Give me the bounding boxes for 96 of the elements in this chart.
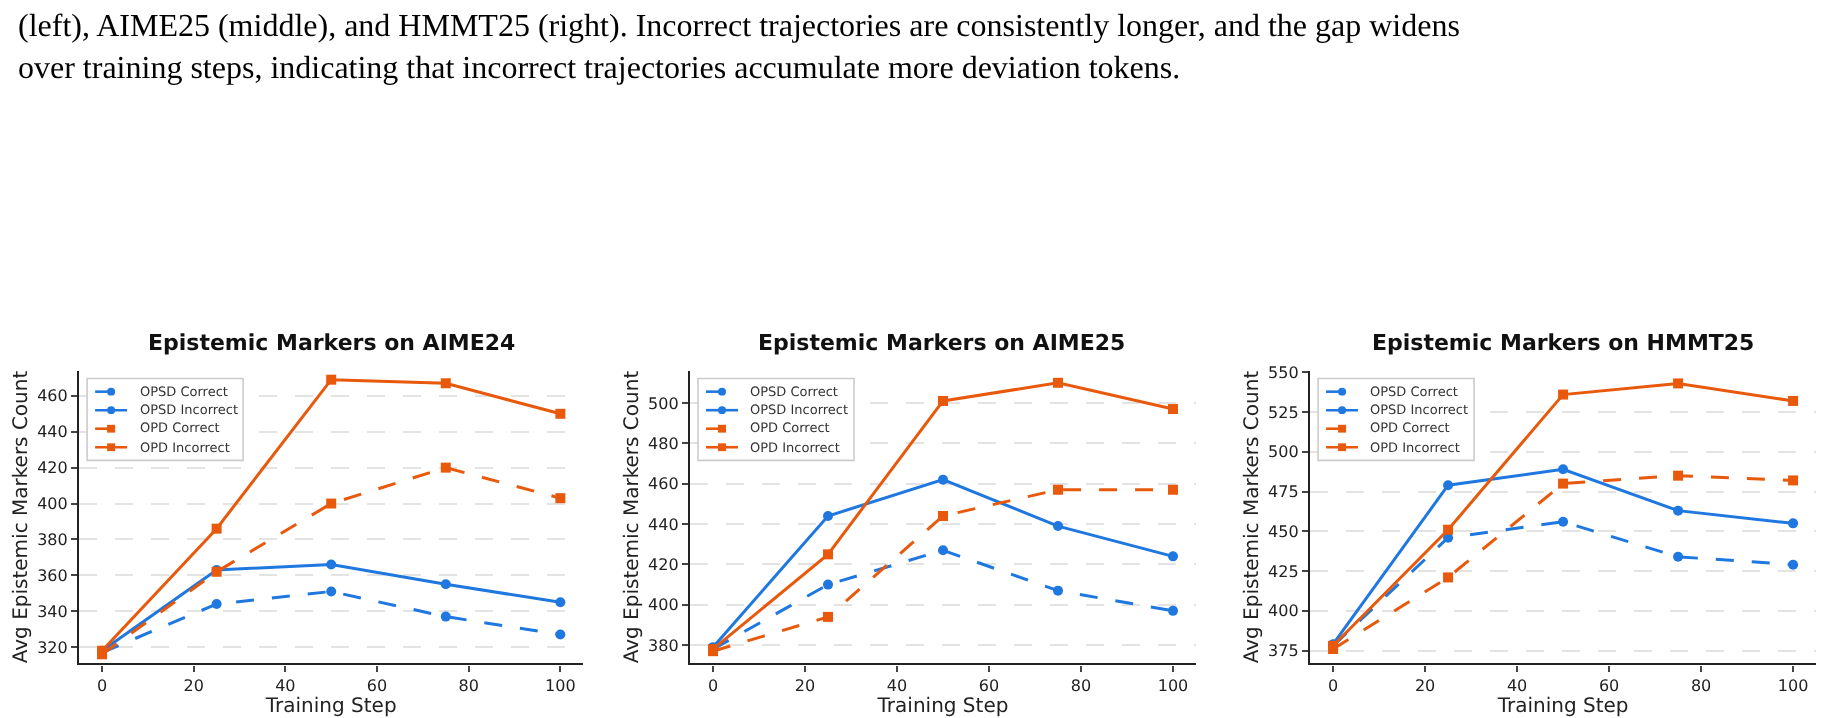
- y-tick-label: 375: [1268, 642, 1299, 661]
- point: [555, 408, 566, 419]
- x-tick-label: 40: [1506, 676, 1528, 695]
- point: [1558, 516, 1569, 527]
- point: [1788, 559, 1799, 570]
- point: [555, 597, 566, 608]
- point: [1558, 478, 1569, 489]
- y-tick-label: 500: [1268, 443, 1299, 462]
- y-tick-label: 400: [1268, 602, 1299, 621]
- point: [1443, 524, 1454, 535]
- point: [440, 378, 451, 389]
- point: [823, 579, 833, 590]
- point: [1788, 518, 1799, 529]
- point: [326, 498, 337, 509]
- point: [211, 599, 222, 610]
- point: [440, 579, 451, 590]
- text: (left), AIME25 (middle), and HMMT25 (right). Incorrect trajectories are consistently longer, and the gap widens over training steps, indicating that incorrect trajectories accumulate more deviation tokens.: [18, 10, 1460, 86]
- y-tick-label: 320: [37, 638, 68, 657]
- point: [1673, 551, 1684, 562]
- point: [555, 629, 566, 640]
- y-tick-label: 450: [1268, 522, 1299, 541]
- point: [1053, 484, 1063, 495]
- y-tick-label: 500: [648, 394, 679, 413]
- y-tick-label: 420: [37, 459, 68, 478]
- point: [1168, 551, 1178, 562]
- y-tick-label: 440: [37, 423, 68, 442]
- point: [555, 493, 566, 504]
- point: [1788, 475, 1799, 486]
- x-tick-label: 20: [183, 676, 204, 695]
- y-tick-label: 400: [37, 495, 68, 514]
- chart-title: Epistemic Markers on AIME25: [758, 330, 1126, 356]
- y-tick-label: 475: [1268, 483, 1299, 502]
- x-tick-label: 100: [545, 676, 576, 695]
- chart-title: Epistemic Markers on HMMT25: [1372, 330, 1755, 356]
- x-tick-label: 100: [1777, 676, 1809, 695]
- point: [938, 395, 948, 406]
- y-tick-label: 420: [648, 556, 679, 575]
- point: [1673, 470, 1684, 481]
- x-axis-title: Training Step: [875, 696, 1009, 718]
- point: [823, 511, 833, 521]
- point: [1053, 521, 1063, 532]
- point: [211, 523, 222, 534]
- point: [1168, 484, 1178, 495]
- point: [440, 462, 451, 473]
- y-tick-label: 400: [648, 596, 679, 615]
- point: [1673, 505, 1684, 516]
- point: [938, 545, 948, 556]
- x-axis-title: Training Step: [263, 696, 397, 718]
- y-tick-label: 380: [37, 531, 68, 550]
- x-tick-label: 60: [1598, 676, 1620, 695]
- y-tick-label: 480: [648, 434, 679, 453]
- x-tick-label: 0: [1327, 676, 1339, 695]
- point: [1168, 605, 1178, 616]
- x-tick-label: 20: [794, 676, 816, 695]
- point: [1443, 572, 1454, 583]
- y-axis-title: Avg Epistemic Markers Count: [622, 370, 645, 664]
- point: [938, 474, 948, 485]
- x-tick-label: 80: [1690, 676, 1712, 695]
- y-axis-title: Avg Epistemic Markers Count: [11, 370, 34, 664]
- y-tick-label: 460: [37, 387, 68, 406]
- x-tick-label: 100: [1157, 676, 1189, 695]
- x-tick-label: 20: [1414, 676, 1436, 695]
- x-tick-label: 40: [886, 676, 908, 695]
- point: [326, 559, 337, 570]
- point: [823, 549, 833, 560]
- point: [440, 611, 451, 622]
- point: [1558, 389, 1569, 400]
- x-tick-label: 0: [707, 676, 719, 695]
- y-tick-label: 460: [648, 475, 679, 494]
- point: [1168, 404, 1178, 415]
- y-tick-label: 340: [37, 602, 68, 621]
- y-axis-title: Avg Epistemic Markers Count: [1242, 370, 1265, 664]
- y-tick-label: 525: [1268, 403, 1299, 422]
- point: [1053, 585, 1063, 596]
- y-tick-label: 425: [1268, 562, 1299, 581]
- y-tick-label: 380: [648, 636, 679, 655]
- x-tick-label: 60: [978, 676, 1000, 695]
- point: [1053, 377, 1063, 388]
- point: [1443, 480, 1454, 491]
- x-tick-label: 80: [1070, 676, 1092, 695]
- point: [823, 611, 833, 622]
- chart-title: Epistemic Markers on AIME24: [148, 330, 517, 356]
- point: [938, 511, 948, 521]
- y-tick-label: 440: [648, 515, 679, 534]
- x-axis-title: Training Step: [1495, 696, 1629, 718]
- x-tick-label: 0: [96, 676, 108, 695]
- y-tick-label: 360: [37, 566, 68, 585]
- point: [1558, 464, 1569, 475]
- x-tick-label: 80: [458, 676, 479, 695]
- point: [326, 586, 337, 597]
- y-tick-label: 550: [1268, 363, 1299, 382]
- x-tick-label: 60: [366, 676, 388, 695]
- point: [1788, 395, 1799, 406]
- point: [1673, 378, 1684, 389]
- point: [326, 374, 337, 385]
- x-tick-label: 40: [275, 676, 296, 695]
